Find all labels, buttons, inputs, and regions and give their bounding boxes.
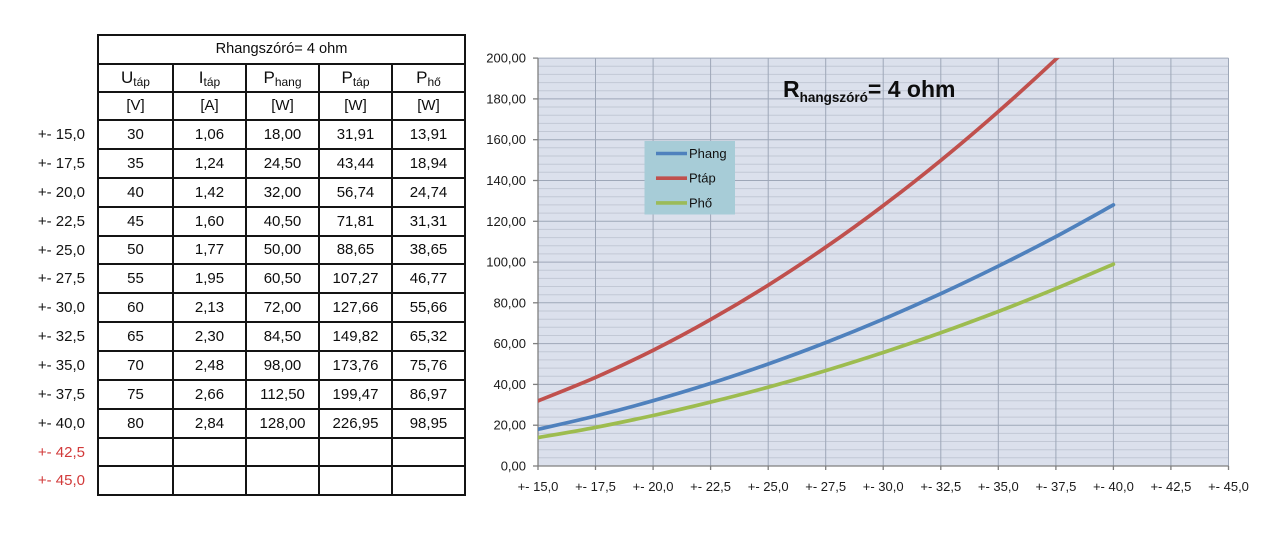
- svg-text:+- 15,0: +- 15,0: [518, 479, 559, 494]
- svg-text:+- 40,0: +- 40,0: [1093, 479, 1134, 494]
- svg-text:+- 27,5: +- 27,5: [805, 479, 846, 494]
- svg-text:0,00: 0,00: [501, 459, 526, 474]
- svg-text:+- 42,5: +- 42,5: [1150, 479, 1191, 494]
- svg-text:Ptáp: Ptáp: [689, 171, 716, 186]
- svg-text:180,00: 180,00: [486, 91, 526, 106]
- svg-text:+- 22,5: +- 22,5: [690, 479, 731, 494]
- svg-text:200,00: 200,00: [486, 51, 526, 66]
- svg-text:+- 20,0: +- 20,0: [633, 479, 674, 494]
- svg-text:120,00: 120,00: [486, 214, 526, 229]
- svg-text:+- 37,5: +- 37,5: [1035, 479, 1076, 494]
- svg-text:+- 35,0: +- 35,0: [978, 479, 1019, 494]
- svg-text:+- 45,0: +- 45,0: [1208, 479, 1249, 494]
- svg-text:40,00: 40,00: [493, 377, 526, 392]
- svg-text:+- 30,0: +- 30,0: [863, 479, 904, 494]
- svg-text:140,00: 140,00: [486, 173, 526, 188]
- svg-text:100,00: 100,00: [486, 255, 526, 270]
- svg-text:+- 32,5: +- 32,5: [920, 479, 961, 494]
- svg-text:80,00: 80,00: [493, 295, 526, 310]
- svg-text:Phő: Phő: [689, 195, 712, 210]
- svg-text:60,00: 60,00: [493, 336, 526, 351]
- svg-text:160,00: 160,00: [486, 132, 526, 147]
- svg-text:Phang: Phang: [689, 146, 727, 161]
- svg-text:Rhangszóró= 4 ohm: Rhangszóró= 4 ohm: [783, 76, 955, 105]
- svg-text:+- 25,0: +- 25,0: [748, 479, 789, 494]
- svg-text:+- 17,5: +- 17,5: [575, 479, 616, 494]
- svg-text:20,00: 20,00: [493, 418, 526, 433]
